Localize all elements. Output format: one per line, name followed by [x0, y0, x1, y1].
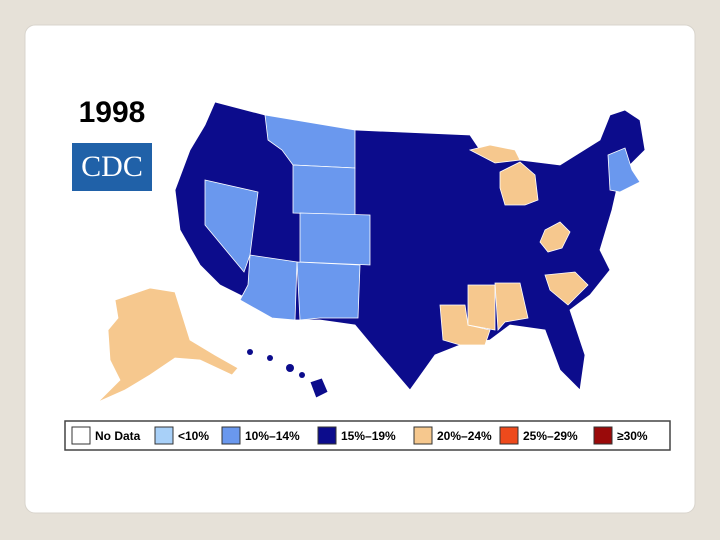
legend-swatch	[221, 426, 241, 445]
wyoming	[292, 164, 356, 216]
year-title: 1998	[79, 96, 146, 129]
cdc-logo	[72, 143, 152, 191]
legend-label: <10%	[178, 429, 209, 443]
alabama	[494, 282, 529, 331]
legend-label: 20%–24%	[437, 429, 492, 443]
hawaii	[309, 377, 329, 399]
legend: No Data <10% 10%–14% 15%–19% 20%–24% 25%–29% ≥…	[71, 426, 648, 445]
legend-box	[64, 420, 671, 451]
legend-label: No Data	[95, 429, 141, 443]
hawaii-island	[247, 349, 253, 355]
michigan-up	[468, 144, 521, 164]
legend-label: 25%–29%	[523, 429, 578, 443]
west-virginia	[539, 221, 571, 253]
legend-label: ≥30%	[617, 429, 648, 443]
legend-swatch	[499, 426, 519, 445]
louisiana	[439, 304, 491, 346]
legend-swatch	[71, 426, 91, 445]
legend-label: 15%–19%	[341, 429, 396, 443]
alaska	[97, 287, 239, 403]
legend-label: 10%–14%	[245, 429, 300, 443]
nevada	[204, 179, 259, 273]
mississippi	[467, 284, 496, 331]
legend-swatch	[413, 426, 433, 445]
legend-swatch	[317, 426, 337, 445]
new-england	[607, 147, 641, 193]
legend-swatch	[154, 426, 174, 445]
cdc-logo-text: CDC	[81, 150, 143, 183]
michigan	[499, 161, 539, 206]
new-mexico	[296, 261, 361, 321]
legend-swatch	[593, 426, 613, 445]
hawaii-island	[267, 355, 273, 361]
us-map	[97, 101, 646, 403]
south-carolina	[544, 271, 589, 306]
hawaii-island	[286, 364, 294, 372]
hawaii-island	[299, 372, 305, 378]
colorado	[299, 212, 371, 266]
arizona	[239, 254, 298, 321]
